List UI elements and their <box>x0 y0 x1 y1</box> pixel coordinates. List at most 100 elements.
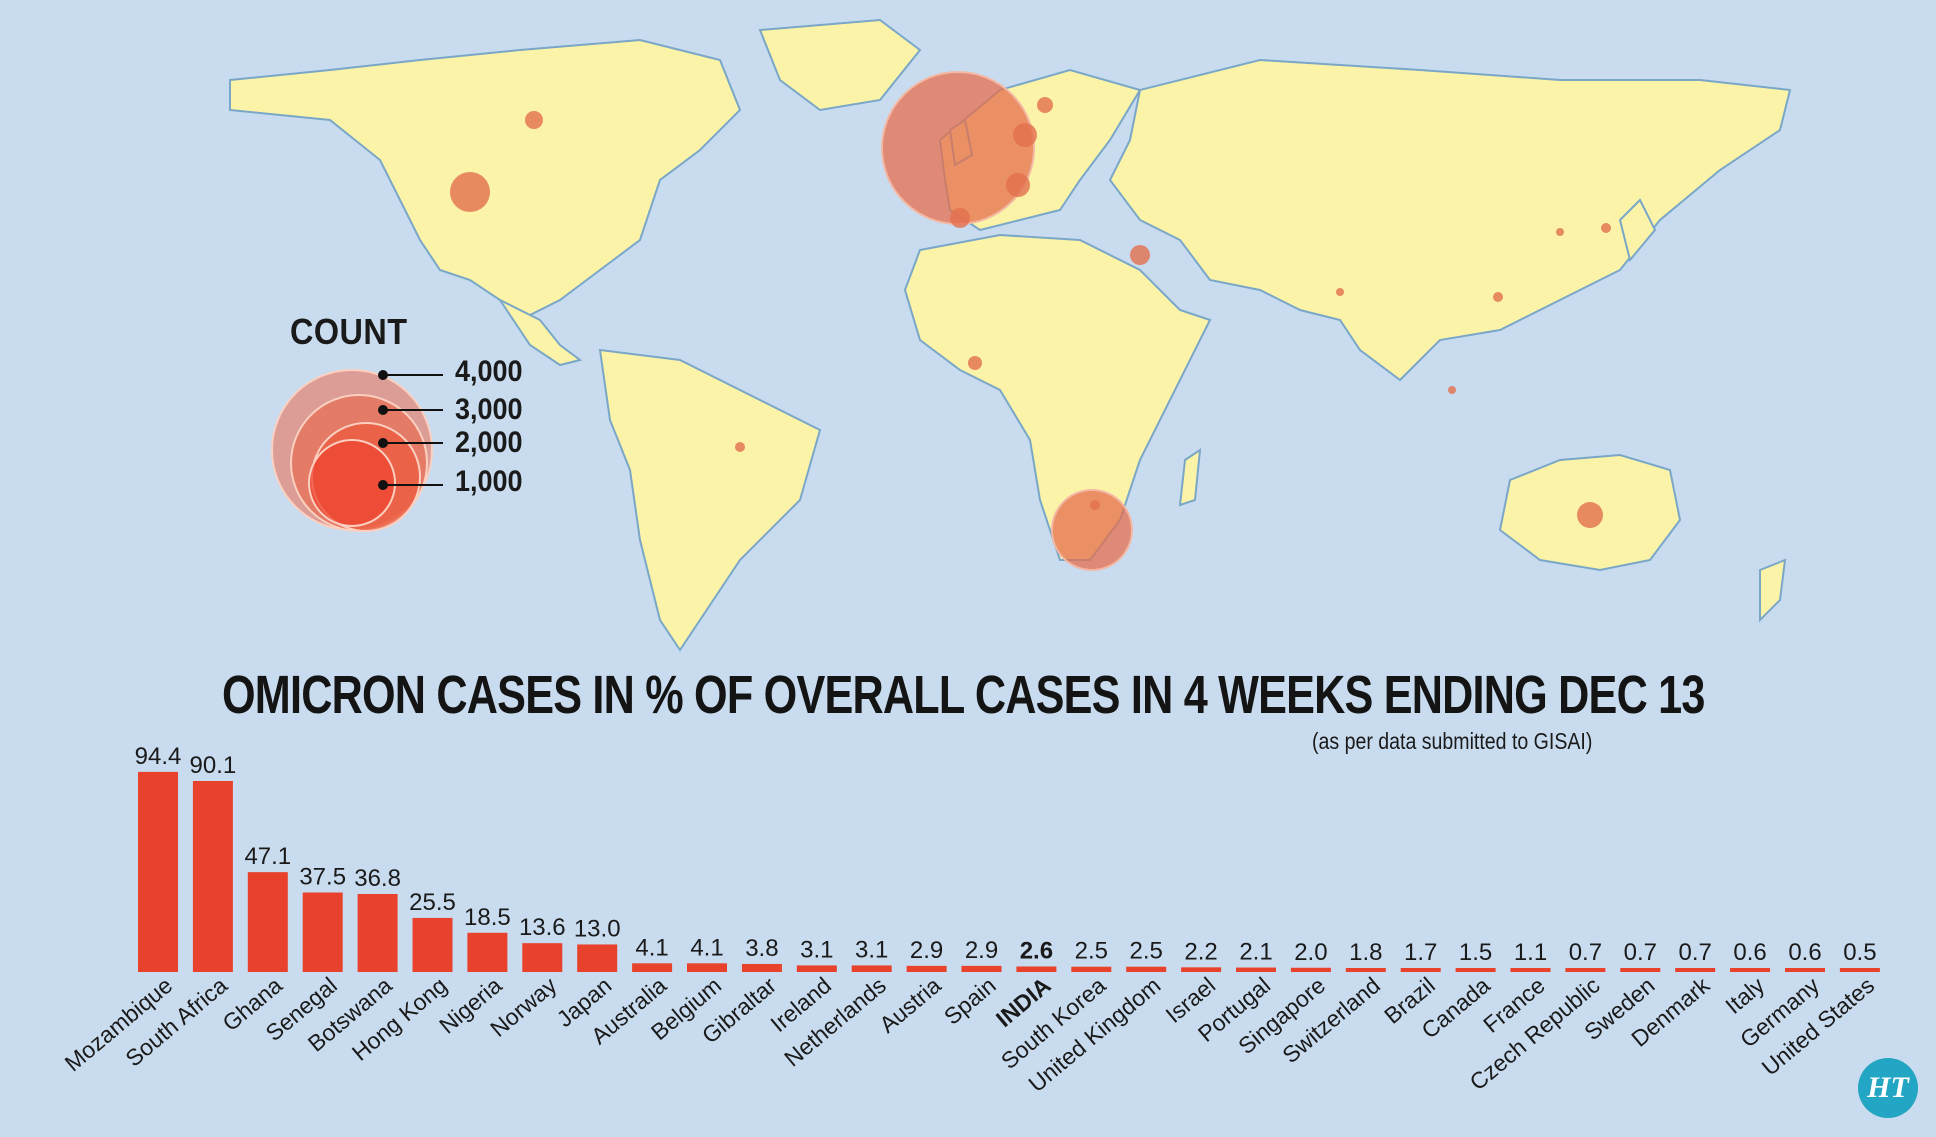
bar-brazil <box>1400 968 1441 972</box>
value-label-united-states: 0.5 <box>1843 939 1876 966</box>
bubble-brazil <box>735 442 745 452</box>
bars-layer <box>138 771 1880 972</box>
legend-circle-1000 <box>308 439 396 527</box>
bubble-usa <box>450 172 490 212</box>
bar-canada <box>1455 968 1496 972</box>
map-legend: COUNT 4,000 3,000 2,000 1,000 <box>255 305 575 535</box>
legend-label-2000: 2,000 <box>455 426 523 459</box>
bar-sweden <box>1620 968 1661 972</box>
value-label-singapore: 2.0 <box>1294 939 1327 966</box>
value-label-czech-republic: 0.7 <box>1569 939 1602 966</box>
bubble-nigeria <box>968 356 982 370</box>
chart-title: OMICRON CASES IN % OF OVERALL CASES IN 4… <box>222 665 1705 725</box>
bar-israel <box>1181 967 1222 972</box>
value-label-hong-kong: 25.5 <box>409 889 456 916</box>
value-label-germany: 0.6 <box>1788 939 1821 966</box>
value-label-nigeria: 18.5 <box>464 904 511 931</box>
map-japan <box>1618 198 1657 263</box>
value-label-norway: 13.6 <box>519 914 566 941</box>
legend-circles <box>271 369 443 532</box>
bar-australia <box>632 963 673 972</box>
value-label-japan: 13.0 <box>574 915 621 942</box>
bar-japan <box>577 944 618 972</box>
value-label-mozambique: 94.4 <box>135 743 182 770</box>
bar-mozambique <box>138 771 178 972</box>
map-south-america <box>598 348 822 652</box>
bar-ireland <box>796 965 837 972</box>
bar-spain <box>961 965 1002 972</box>
bar-france <box>1510 968 1551 972</box>
bar-botswana <box>357 893 398 972</box>
value-label-canada: 1.5 <box>1459 939 1492 966</box>
category-label-spain: Spain <box>939 972 1001 1030</box>
bar-nigeria <box>467 932 508 972</box>
map-central-america <box>497 297 583 367</box>
value-label-austria: 2.9 <box>910 937 943 964</box>
bar-portugal <box>1236 967 1276 972</box>
bubble-india <box>1336 288 1344 296</box>
bubble-canada <box>525 111 543 129</box>
value-label-sweden: 0.7 <box>1624 939 1657 966</box>
legend-label-1000: 1,000 <box>455 465 523 498</box>
bubble-korea <box>1556 228 1564 236</box>
bubble-hong-kong <box>1493 292 1503 302</box>
bar-south-korea <box>1071 966 1112 972</box>
map-new-zealand <box>1759 558 1787 623</box>
value-label-united-kingdom: 2.5 <box>1130 938 1163 965</box>
value-label-belgium: 4.1 <box>690 934 723 961</box>
bubble-singapore <box>1448 386 1456 394</box>
value-label-australia: 4.1 <box>635 934 668 961</box>
bar-netherlands <box>851 965 892 972</box>
value-label-brazil: 1.7 <box>1404 939 1437 966</box>
value-label-france: 1.1 <box>1514 939 1547 966</box>
bubble-spain <box>950 208 970 228</box>
value-label-netherlands: 3.1 <box>855 936 888 963</box>
value-label-ghana: 47.1 <box>244 843 291 870</box>
bubble-denmark <box>1013 123 1037 147</box>
value-labels-layer: 94.4 90.1 47.1 37.5 36.8 25.5 18.5 13.6 13.0 4.1 4… <box>135 743 1877 966</box>
legend-label-4000: 4,000 <box>455 355 523 388</box>
value-label-spain: 2.9 <box>965 937 998 964</box>
chart-subtitle: (as per data submitted to GISAI) <box>1312 728 1593 754</box>
bar-senegal <box>302 892 343 972</box>
map-asia <box>1108 58 1792 382</box>
bar-hong-kong <box>412 917 453 972</box>
bar-italy <box>1730 968 1771 972</box>
bubble-japan <box>1601 223 1611 233</box>
value-label-denmark: 0.7 <box>1679 939 1712 966</box>
ht-logo: HT <box>1858 1058 1918 1118</box>
bar-czech-republic <box>1565 968 1606 972</box>
world-map <box>229 18 1792 652</box>
bubble-norway <box>1037 97 1053 113</box>
bubble-australia <box>1577 502 1603 528</box>
legend-label-3000: 3,000 <box>455 393 523 426</box>
value-label-south-korea: 2.5 <box>1075 938 1108 965</box>
bubble-uk-europe <box>881 71 1035 225</box>
bubble-germany <box>1006 173 1030 197</box>
value-label-ireland: 3.1 <box>800 936 833 963</box>
bar-chart: 94.4 90.1 47.1 37.5 36.8 25.5 18.5 13.6 13.0 4.1 4… <box>60 743 1880 1097</box>
category-label-austria: Austria <box>874 972 946 1038</box>
bubble-israel <box>1130 245 1150 265</box>
bar-singapore <box>1290 967 1331 972</box>
bar-belgium <box>687 963 727 972</box>
map-madagascar <box>1178 447 1202 507</box>
value-label-senegal: 37.5 <box>299 864 346 891</box>
bar-india <box>1016 966 1057 972</box>
bar-norway <box>522 943 563 972</box>
value-label-south-africa: 90.1 <box>190 752 237 779</box>
value-label-switzerland: 1.8 <box>1349 939 1382 966</box>
value-label-portugal: 2.1 <box>1239 939 1272 966</box>
bar-ghana <box>247 872 288 972</box>
value-label-israel: 2.2 <box>1184 938 1217 965</box>
bar-germany <box>1785 968 1825 972</box>
bar-gibraltar <box>741 963 782 972</box>
value-label-gibraltar: 3.8 <box>745 935 778 962</box>
bar-austria <box>906 965 947 972</box>
bar-switzerland <box>1345 968 1386 972</box>
value-label-italy: 0.6 <box>1733 939 1766 966</box>
value-label-botswana: 36.8 <box>354 865 401 892</box>
legend-title: COUNT <box>290 311 408 352</box>
bar-south-africa <box>192 780 233 972</box>
